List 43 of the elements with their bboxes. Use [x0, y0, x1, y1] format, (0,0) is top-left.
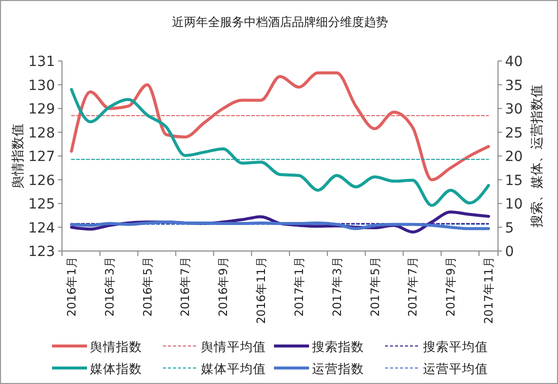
legend-label: 舆情平均值: [201, 339, 266, 354]
y-tick-label: 130: [28, 78, 55, 94]
x-tick-label: 2016年11月: [254, 256, 268, 324]
y-tick-label: 127: [28, 149, 55, 165]
legend-label: 舆情指数: [90, 339, 142, 354]
y-axis-title: 舆情指数值: [11, 124, 26, 188]
x-tick-label: 2017年5月: [368, 256, 382, 317]
y-tick-label: 128: [28, 125, 55, 142]
y-tick-label: 131: [28, 54, 55, 70]
x-tick-label: 2017年11月: [482, 256, 496, 324]
y2-tick-label: 15: [505, 172, 523, 189]
y2-tick-label: 40: [505, 54, 523, 70]
y2-tick-label: 20: [505, 149, 523, 165]
y-tick-label: 125: [28, 196, 55, 212]
y2-tick-label: 30: [505, 102, 523, 118]
line-series: [70, 88, 490, 207]
y-tick-label: 126: [28, 172, 56, 189]
y-tick-label: 124: [28, 220, 56, 236]
x-tick-label: 2016年1月: [64, 256, 78, 317]
x-tick-label: 2017年9月: [444, 256, 458, 317]
x-tick-label: 2016年9月: [216, 256, 230, 317]
legend-label: 搜索指数: [312, 339, 364, 354]
x-tick-label: 2017年7月: [406, 256, 420, 317]
legend-label: 媒体指数: [90, 361, 142, 376]
y2-tick-label: 10: [505, 196, 523, 212]
y2-tick-label: 35: [505, 78, 523, 94]
x-tick-label: 2016年3月: [102, 256, 116, 317]
x-tick-label: 2017年3月: [330, 256, 344, 317]
y2-axis-title: 搜索、媒体、运营指数值: [530, 84, 545, 228]
chart-title: 近两年全服务中档酒店品牌细分维度趋势: [172, 15, 388, 29]
legend-label: 媒体平均值: [201, 361, 266, 376]
x-tick-label: 2016年7月: [178, 256, 192, 317]
legend-label: 搜索平均值: [423, 339, 488, 354]
y-tick-label: 129: [28, 102, 55, 118]
y2-tick-label: 5: [505, 220, 514, 236]
legend-label: 运营平均值: [423, 361, 488, 376]
y2-tick-label: 25: [505, 125, 523, 142]
y-tick-label: 123: [28, 244, 55, 260]
line-series: [70, 71, 490, 182]
legend-label: 运营指数: [312, 361, 364, 376]
x-tick-label: 2016年5月: [140, 256, 154, 317]
y2-tick-label: 0: [505, 244, 514, 260]
x-tick-label: 2017年1月: [292, 256, 306, 317]
